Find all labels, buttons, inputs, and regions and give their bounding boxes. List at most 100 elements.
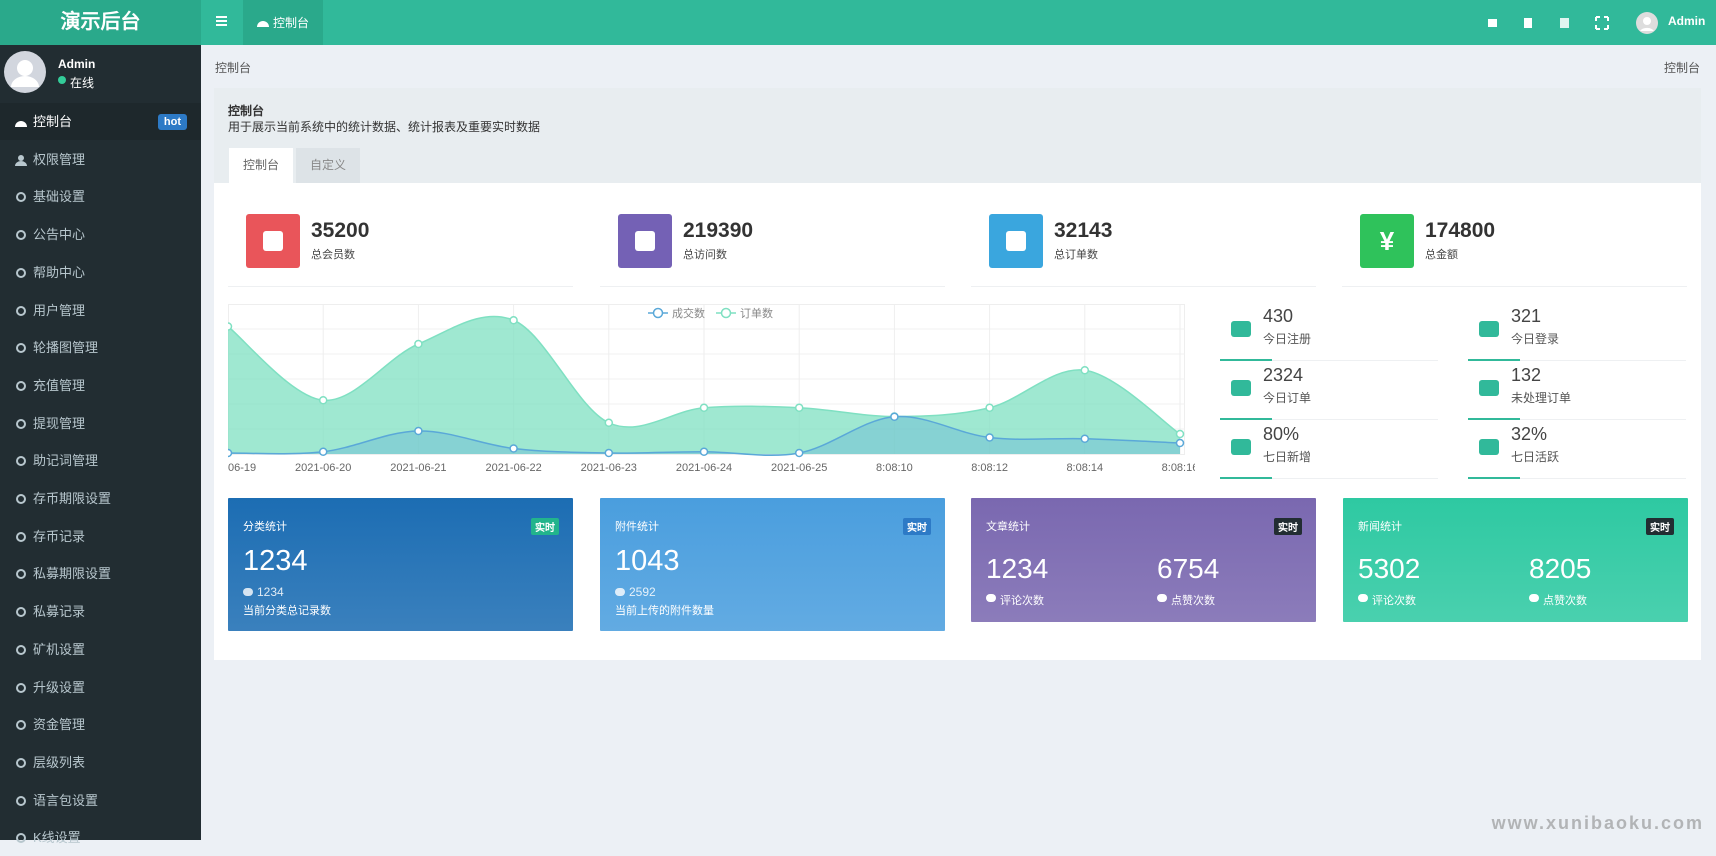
point [605, 450, 612, 457]
card-sub-label: 当前上传的附件数量 [615, 602, 714, 618]
stat-label: 总金额 [1425, 246, 1458, 262]
menu-dot [16, 306, 26, 316]
mini-value: 32% [1511, 424, 1547, 445]
menu-item[interactable]: 公告中心 [0, 216, 201, 253]
stat-box: 32143 总订单数 [971, 198, 1316, 287]
menu-dot [16, 456, 26, 466]
menu-label: 帮助中心 [33, 254, 85, 291]
menu-dot [16, 494, 26, 504]
menu-label: 私募期限设置 [33, 555, 111, 592]
mini-value: 321 [1511, 306, 1541, 327]
menu-item[interactable]: 充值管理 [0, 367, 201, 404]
mini-label: 今日注册 [1263, 330, 1311, 347]
chevron [177, 141, 185, 178]
top-tab[interactable]: 控制台 [273, 14, 309, 31]
top-bar: 控制台 Admin [0, 0, 1716, 45]
stat-value: 32143 [1054, 219, 1112, 243]
user-name: Admin [58, 57, 95, 71]
card-value: 1043 [615, 545, 680, 578]
mini-bar [1220, 418, 1272, 420]
point [228, 323, 232, 330]
menu-item[interactable]: 矿机设置 [0, 631, 201, 668]
menu-icon [14, 116, 28, 128]
menu-label: 用户管理 [33, 292, 85, 329]
menu-label: K线设置 [33, 819, 81, 856]
mini-icon [1228, 434, 1254, 460]
x-tick-label: 2021-06-25 [771, 462, 827, 474]
menu-item[interactable]: 轮播图管理 [0, 329, 201, 366]
stat-icon: ¥ [1360, 214, 1414, 268]
card-title: 新闻统计 [1358, 518, 1402, 534]
card-label: 评论次数 [1000, 592, 1044, 608]
menu-label: 控制台 [33, 103, 72, 140]
menu-dot [16, 720, 26, 730]
card-label: 点赞次数 [1543, 592, 1587, 608]
menu-item[interactable]: 私募记录 [0, 593, 201, 630]
menu-item[interactable]: 权限管理 [0, 141, 201, 178]
card-value: 1234 [243, 545, 308, 578]
card-icon [615, 588, 625, 596]
menu-item[interactable]: 存币期限设置 [0, 480, 201, 517]
card-title: 分类统计 [243, 518, 287, 534]
logo[interactable]: 演示后台 [0, 0, 201, 45]
menu-item[interactable]: 层级列表 [0, 744, 201, 781]
menu-item[interactable]: 用户管理 [0, 292, 201, 329]
panel-tab[interactable]: 控制台 [229, 148, 293, 183]
card-value: 1234 [986, 553, 1048, 585]
menu-item[interactable]: 语言包设置 [0, 782, 201, 819]
menu-label: 升级设置 [33, 669, 85, 706]
point [320, 397, 327, 404]
panel-tab[interactable]: 自定义 [296, 148, 360, 183]
x-tick-label: 8:08:12 [971, 462, 1008, 474]
mini-bar [1468, 418, 1520, 420]
stat-label: 总订单数 [1054, 246, 1098, 262]
card-sub-value: 1234 [257, 585, 284, 599]
mini-stat: 80%七日新增 [1220, 422, 1438, 479]
menu-dot [16, 607, 26, 617]
top-avatar[interactable] [1636, 12, 1658, 34]
menu-item[interactable]: 提现管理 [0, 405, 201, 442]
top-icons[interactable] [1484, 15, 1614, 31]
menu-item[interactable]: 私募期限设置 [0, 555, 201, 592]
menu-item[interactable]: K线设置 [0, 819, 201, 856]
mini-icon [1476, 375, 1502, 401]
mini-icon [1228, 316, 1254, 342]
menu-item[interactable]: 助记词管理 [0, 442, 201, 479]
card-icon [1358, 594, 1368, 602]
mini-icon [1476, 434, 1502, 460]
point [1177, 431, 1184, 438]
card-badge: 实时 [1274, 518, 1302, 535]
point [1081, 367, 1088, 374]
mini-value: 2324 [1263, 365, 1303, 386]
top-user[interactable]: Admin [1668, 14, 1705, 28]
point [891, 413, 898, 420]
menu-item[interactable]: 帮助中心 [0, 254, 201, 291]
stat-icon [618, 214, 672, 268]
menu-item[interactable]: 存币记录 [0, 518, 201, 555]
menu-dot [16, 758, 26, 768]
menu-label: 矿机设置 [33, 631, 85, 668]
point [1177, 440, 1184, 447]
point [605, 419, 612, 426]
x-tick-label: 2021-06-20 [295, 462, 351, 474]
card-badge: 实时 [531, 518, 559, 535]
menu-item[interactable]: 基础设置 [0, 178, 201, 215]
point [701, 404, 708, 411]
menu-item[interactable]: 资金管理 [0, 706, 201, 743]
menu-toggle[interactable] [216, 15, 228, 27]
area-chart: 2021-06-192021-06-202021-06-212021-06-22… [228, 304, 1195, 479]
menu-item[interactable]: 升级设置 [0, 669, 201, 706]
mini-bar [1468, 477, 1520, 479]
menu-dot [16, 192, 26, 202]
menu-dot [16, 683, 26, 693]
breadcrumb[interactable]: 控制台 [215, 59, 251, 76]
card-sub-label: 当前分类总记录数 [243, 602, 331, 618]
stat-label: 总访问数 [683, 246, 727, 262]
panel-title: 控制台 [228, 102, 264, 119]
